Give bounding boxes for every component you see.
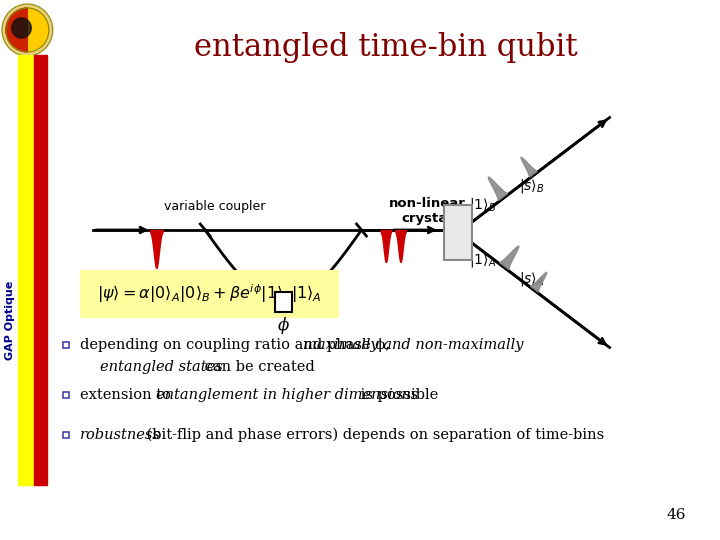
Bar [80,270,339,318]
Text: $|1\rangle_B$: $|1\rangle_B$ [469,197,497,214]
Circle shape [6,8,49,52]
Text: non-linear
crystal: non-linear crystal [389,197,465,225]
Polygon shape [500,246,519,269]
Wedge shape [6,8,27,52]
Bar [63,392,69,398]
Text: depending on coupling ratio and phase ϕ,: depending on coupling ratio and phase ϕ, [80,338,395,352]
Bar [17,55,34,485]
Bar [444,205,472,260]
Text: (bit-flip and phase errors) depends on separation of time-bins: (bit-flip and phase errors) depends on s… [142,428,604,442]
Text: is possible: is possible [356,388,438,402]
Circle shape [12,18,31,38]
Polygon shape [488,177,508,201]
Text: extension to: extension to [80,388,176,402]
Bar [274,292,292,312]
Text: $|1\rangle_A$: $|1\rangle_A$ [469,251,497,269]
Bar [34,55,47,485]
Text: entangled time-bin qubit: entangled time-bin qubit [194,32,577,63]
Text: can be created: can be created [200,360,315,374]
Circle shape [2,4,53,56]
Text: $|\psi\rangle = \alpha|0\rangle_A|0\rangle_B + \beta e^{i\phi}|1\rangle_A|1\rang: $|\psi\rangle = \alpha|0\rangle_A|0\rang… [97,282,322,305]
Text: variable coupler: variable coupler [164,200,266,213]
Text: ϕ: ϕ [278,317,289,334]
Text: $|s\rangle_A$: $|s\rangle_A$ [519,270,545,288]
Text: $|s\rangle_B$: $|s\rangle_B$ [519,177,545,195]
Text: entanglement in higher dimensions: entanglement in higher dimensions [156,388,418,402]
Text: robustness: robustness [80,428,161,442]
Text: entangled states: entangled states [99,360,222,374]
Bar [63,342,69,348]
Text: maximally and non-maximally: maximally and non-maximally [303,338,523,352]
Polygon shape [521,157,537,177]
Bar [63,432,69,438]
Polygon shape [531,272,546,292]
Wedge shape [27,8,49,52]
Text: GAP Optique: GAP Optique [5,280,15,360]
Text: 46: 46 [666,508,685,522]
